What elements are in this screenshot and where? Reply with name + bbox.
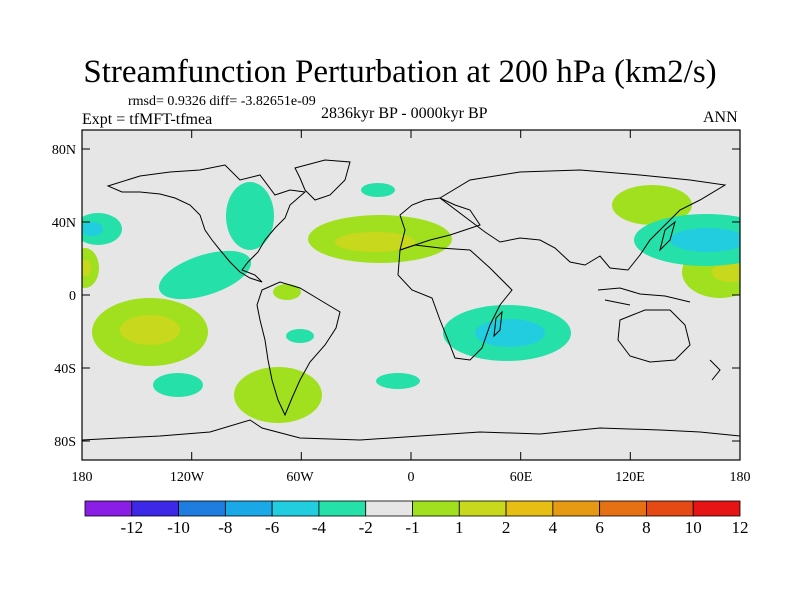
colorbar-label: -1 (405, 518, 419, 537)
contour-positive-west-edge-core (82, 260, 91, 276)
contour-negative-north-pacific-arm (158, 250, 252, 300)
colorbar-swatch (131, 500, 179, 517)
contour-negative-west-edge-core (82, 222, 103, 236)
coastline-australia (617, 309, 691, 363)
colorbar-swatch (178, 500, 226, 517)
lat-tick-label: 80S (54, 435, 76, 450)
colorbar-swatch (412, 500, 460, 517)
contour-positive-amazon (273, 284, 301, 300)
coastline-new-zealand (709, 359, 721, 381)
colorbar-label: 1 (455, 518, 464, 537)
lat-tick-labels: 80N 40N 0 40S 80S (52, 143, 76, 450)
contour-positive-south-pacific-core (120, 315, 180, 345)
colorbar-swatch (646, 500, 694, 517)
colorbar-swatch (692, 500, 741, 517)
contour-negative-greenland (361, 183, 395, 197)
season-label: ANN (703, 109, 738, 126)
contour-positive-west-pacific-core (712, 262, 740, 282)
contour-negative-south-atlantic-small (376, 373, 420, 389)
lat-tick-label: 0 (69, 289, 76, 304)
contour-negative-south-pacific-small (153, 373, 203, 397)
colorbar-swatch (552, 500, 601, 517)
coastline-greenland (294, 159, 351, 201)
colorbar-label: -10 (167, 518, 190, 537)
plot-title: Streamfunction Perturbation at 200 hPa (… (83, 54, 717, 90)
colorbar-label: 12 (732, 518, 749, 537)
contour-positive-south-america (234, 367, 322, 423)
lat-tick-label: 80N (52, 143, 76, 158)
coastline-north-america (106, 164, 307, 283)
colorbar-label: 8 (642, 518, 651, 537)
contour-negative-north-america (226, 182, 274, 250)
colorbar-label: -12 (120, 518, 143, 537)
contour-negative-north-pacific-core (670, 228, 740, 252)
colorbar-label: -2 (359, 518, 373, 537)
colorbar-label: 10 (685, 518, 702, 537)
contour-fills (82, 182, 740, 423)
coastline-africa (397, 244, 513, 361)
stats-label: rmsd= 0.9326 diff= -3.82651e-09 (128, 94, 316, 109)
colorbar-swatch (84, 500, 133, 517)
coastline-indonesia (597, 287, 691, 306)
contour-negative-indian-ocean-core (475, 319, 545, 347)
lon-tick-label: 60W (286, 470, 314, 485)
lon-tick-label: 120E (615, 470, 645, 485)
coastlines (82, 159, 740, 441)
colorbar-label: -6 (265, 518, 279, 537)
lon-tick-label: 180 (730, 470, 751, 485)
colorbar-label: -8 (218, 518, 232, 537)
coastline-asia (439, 169, 727, 271)
lat-tick-label: 40N (52, 216, 76, 231)
colorbar-swatch (365, 500, 413, 517)
colorbar-label: 6 (595, 518, 604, 537)
colorbar-swatch (505, 500, 554, 517)
coastline-madagascar (493, 310, 503, 338)
contour-positive-north-atlantic-core (335, 232, 415, 252)
lat-tick-label: 40S (54, 362, 76, 377)
time-range-label: 2836kyr BP - 0000kyr BP (321, 105, 488, 122)
coastline-japan (659, 220, 676, 252)
lon-tick-labels: 180 120W 60W 0 60E 120E 180 (72, 470, 751, 485)
colorbar: -12 -10 -8 -6 -4 -2 -1 1 2 4 6 8 10 12 (84, 500, 749, 537)
lon-tick-label: 60E (510, 470, 533, 485)
coastline-europe (399, 197, 481, 251)
lat-tick-marks (82, 148, 740, 442)
coastline-south-america (256, 281, 341, 417)
colorbar-swatch (599, 500, 647, 517)
colorbar-swatch (271, 500, 320, 517)
contour-negative-atlantic-small (286, 329, 314, 343)
colorbar-label: -4 (312, 518, 327, 537)
colorbar-swatch (318, 500, 367, 517)
colorbar-swatch (224, 500, 273, 517)
lon-tick-label: 0 (408, 470, 415, 485)
experiment-label: Expt = tfMFT-tfmea (82, 111, 213, 128)
lon-tick-marks (81, 130, 741, 460)
lon-tick-label: 120W (170, 470, 205, 485)
colorbar-label: 4 (549, 518, 558, 537)
colorbar-label: 2 (502, 518, 511, 537)
lon-tick-label: 180 (72, 470, 93, 485)
colorbar-swatch (458, 500, 507, 517)
contour-positive-east-asia (612, 185, 692, 225)
coastline-antarctica (82, 419, 740, 441)
